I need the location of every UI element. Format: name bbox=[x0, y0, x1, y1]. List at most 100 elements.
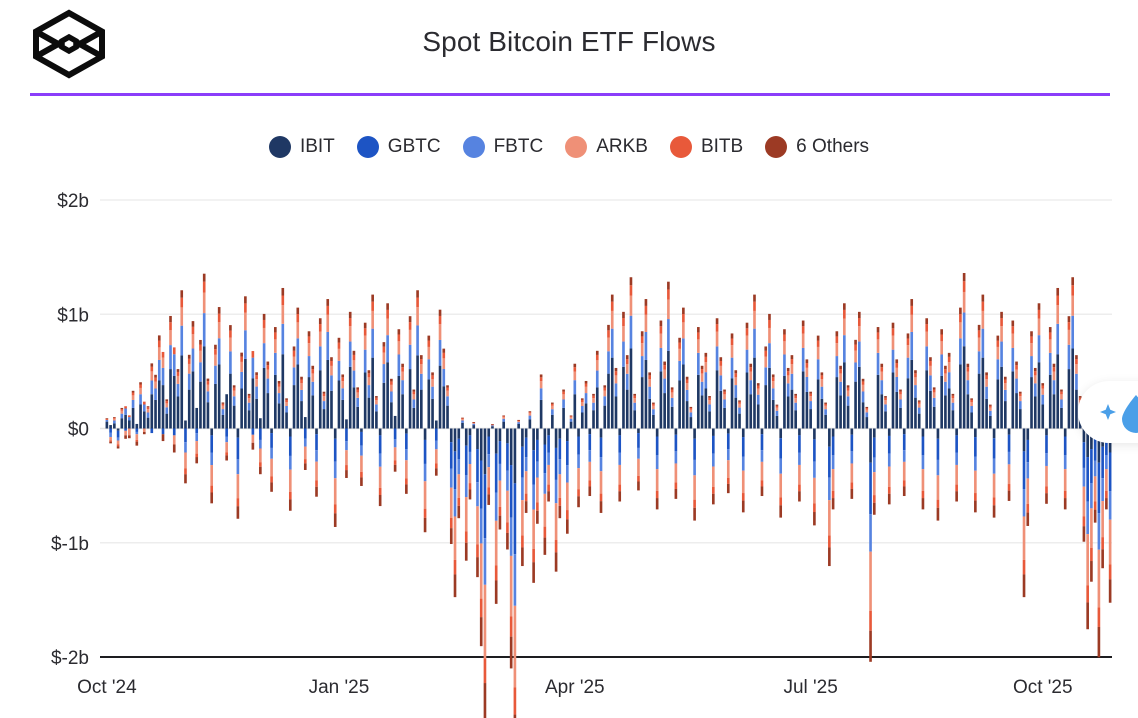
bar-segment bbox=[726, 483, 730, 494]
bar-segment bbox=[580, 401, 584, 406]
bar-segment bbox=[1030, 356, 1033, 378]
bar-segment bbox=[861, 391, 865, 403]
bar-segment bbox=[464, 531, 468, 543]
bar-segment bbox=[199, 344, 202, 351]
bar-segment bbox=[712, 486, 715, 494]
legend-item-gbtc[interactable]: GBTC bbox=[356, 136, 441, 158]
bar-segment bbox=[509, 465, 513, 518]
bar-segment bbox=[225, 455, 228, 461]
bar-segment bbox=[1022, 489, 1026, 517]
bar-segment bbox=[723, 391, 726, 395]
bar-segment bbox=[202, 281, 206, 293]
bar-segment bbox=[685, 379, 689, 384]
bar-segment bbox=[887, 493, 891, 505]
bar-segment bbox=[577, 489, 580, 497]
bar-segment bbox=[532, 428, 535, 451]
bar-segment bbox=[566, 482, 569, 511]
bar-segment bbox=[199, 339, 202, 345]
bar-segment bbox=[375, 400, 378, 405]
bar-segment bbox=[753, 301, 756, 311]
bar-segment bbox=[925, 346, 929, 371]
bar-segment bbox=[659, 347, 663, 372]
bar-segment bbox=[869, 462, 872, 515]
bar-segment bbox=[442, 368, 446, 387]
bar-segment bbox=[412, 391, 416, 395]
bar-segment bbox=[247, 402, 251, 411]
bar-segment bbox=[303, 446, 307, 460]
watermark-badge[interactable] bbox=[1078, 381, 1138, 443]
bar-segment bbox=[210, 492, 214, 504]
bar-segment bbox=[281, 354, 285, 429]
bar-segment bbox=[180, 297, 184, 308]
bar-segment bbox=[502, 421, 505, 429]
bar-segment bbox=[307, 336, 311, 344]
bar-segment bbox=[330, 375, 333, 391]
bar-segment bbox=[547, 464, 550, 485]
bar-segment bbox=[1082, 442, 1086, 468]
bar-segment bbox=[434, 428, 438, 441]
bar-segment bbox=[528, 413, 532, 416]
bar-segment bbox=[345, 470, 348, 478]
legend-item-fbtc[interactable]: FBTC bbox=[462, 136, 543, 158]
bar-segment bbox=[712, 428, 715, 436]
bar-segment bbox=[240, 388, 243, 429]
bar-segment bbox=[607, 373, 610, 429]
bar-segment bbox=[588, 480, 592, 487]
bar-segment bbox=[1067, 369, 1071, 429]
bar-segment bbox=[723, 389, 726, 392]
bar-segment bbox=[124, 414, 127, 429]
bar-segment bbox=[899, 399, 902, 408]
bar-segment bbox=[655, 469, 659, 491]
bar-segment bbox=[1037, 309, 1041, 319]
legend-item-ibit[interactable]: IBIT bbox=[268, 136, 335, 158]
bar-segment bbox=[255, 372, 258, 376]
bar-segment bbox=[670, 387, 674, 390]
bar-segment bbox=[1026, 478, 1030, 505]
bar-segment bbox=[652, 402, 655, 404]
bar-segment bbox=[423, 439, 427, 464]
bar-segment bbox=[232, 396, 236, 406]
bar-segment bbox=[577, 468, 580, 490]
bar-segment bbox=[779, 473, 783, 498]
bar-segment bbox=[221, 405, 225, 410]
bar-segment bbox=[468, 464, 472, 484]
bar-segment bbox=[498, 506, 502, 516]
bar-segment bbox=[446, 396, 449, 406]
legend-item-bitb[interactable]: BITB bbox=[669, 136, 743, 158]
bar-segment bbox=[674, 451, 678, 464]
bar-segment bbox=[659, 320, 663, 327]
bar-segment bbox=[116, 430, 120, 438]
bar-segment bbox=[539, 377, 543, 382]
bar-segment bbox=[131, 399, 135, 408]
bar-segment bbox=[532, 509, 535, 549]
bar-segment bbox=[861, 402, 865, 429]
bar-segment bbox=[105, 419, 109, 422]
bar-segment bbox=[670, 389, 674, 393]
legend-item-6-others[interactable]: 6 Others bbox=[765, 136, 869, 158]
bar-segment bbox=[472, 423, 476, 426]
bar-segment bbox=[405, 428, 408, 434]
bar-segment bbox=[906, 338, 910, 346]
legend-item-arkb[interactable]: ARKB bbox=[565, 136, 648, 158]
bar-segment bbox=[955, 452, 958, 465]
bar-segment bbox=[464, 542, 468, 561]
bar-segment bbox=[472, 425, 476, 429]
bar-segment bbox=[562, 389, 565, 392]
bar-segment bbox=[854, 362, 857, 382]
bar-segment bbox=[195, 428, 199, 434]
bar-segment bbox=[902, 480, 906, 487]
bar-segment bbox=[453, 516, 457, 560]
bar-segment bbox=[809, 391, 812, 394]
bar-segment bbox=[749, 380, 753, 395]
bar-segment bbox=[352, 354, 356, 361]
bar-segment bbox=[262, 367, 266, 429]
bar-segment bbox=[229, 330, 232, 338]
bar-segment bbox=[259, 428, 262, 440]
bar-segment bbox=[367, 397, 371, 429]
bar-segment bbox=[682, 307, 685, 315]
bar-segment bbox=[528, 411, 532, 413]
bar-segment bbox=[494, 492, 498, 521]
bar-segment bbox=[996, 359, 1000, 380]
bar-segment bbox=[378, 428, 382, 436]
bar-segment bbox=[712, 493, 715, 505]
